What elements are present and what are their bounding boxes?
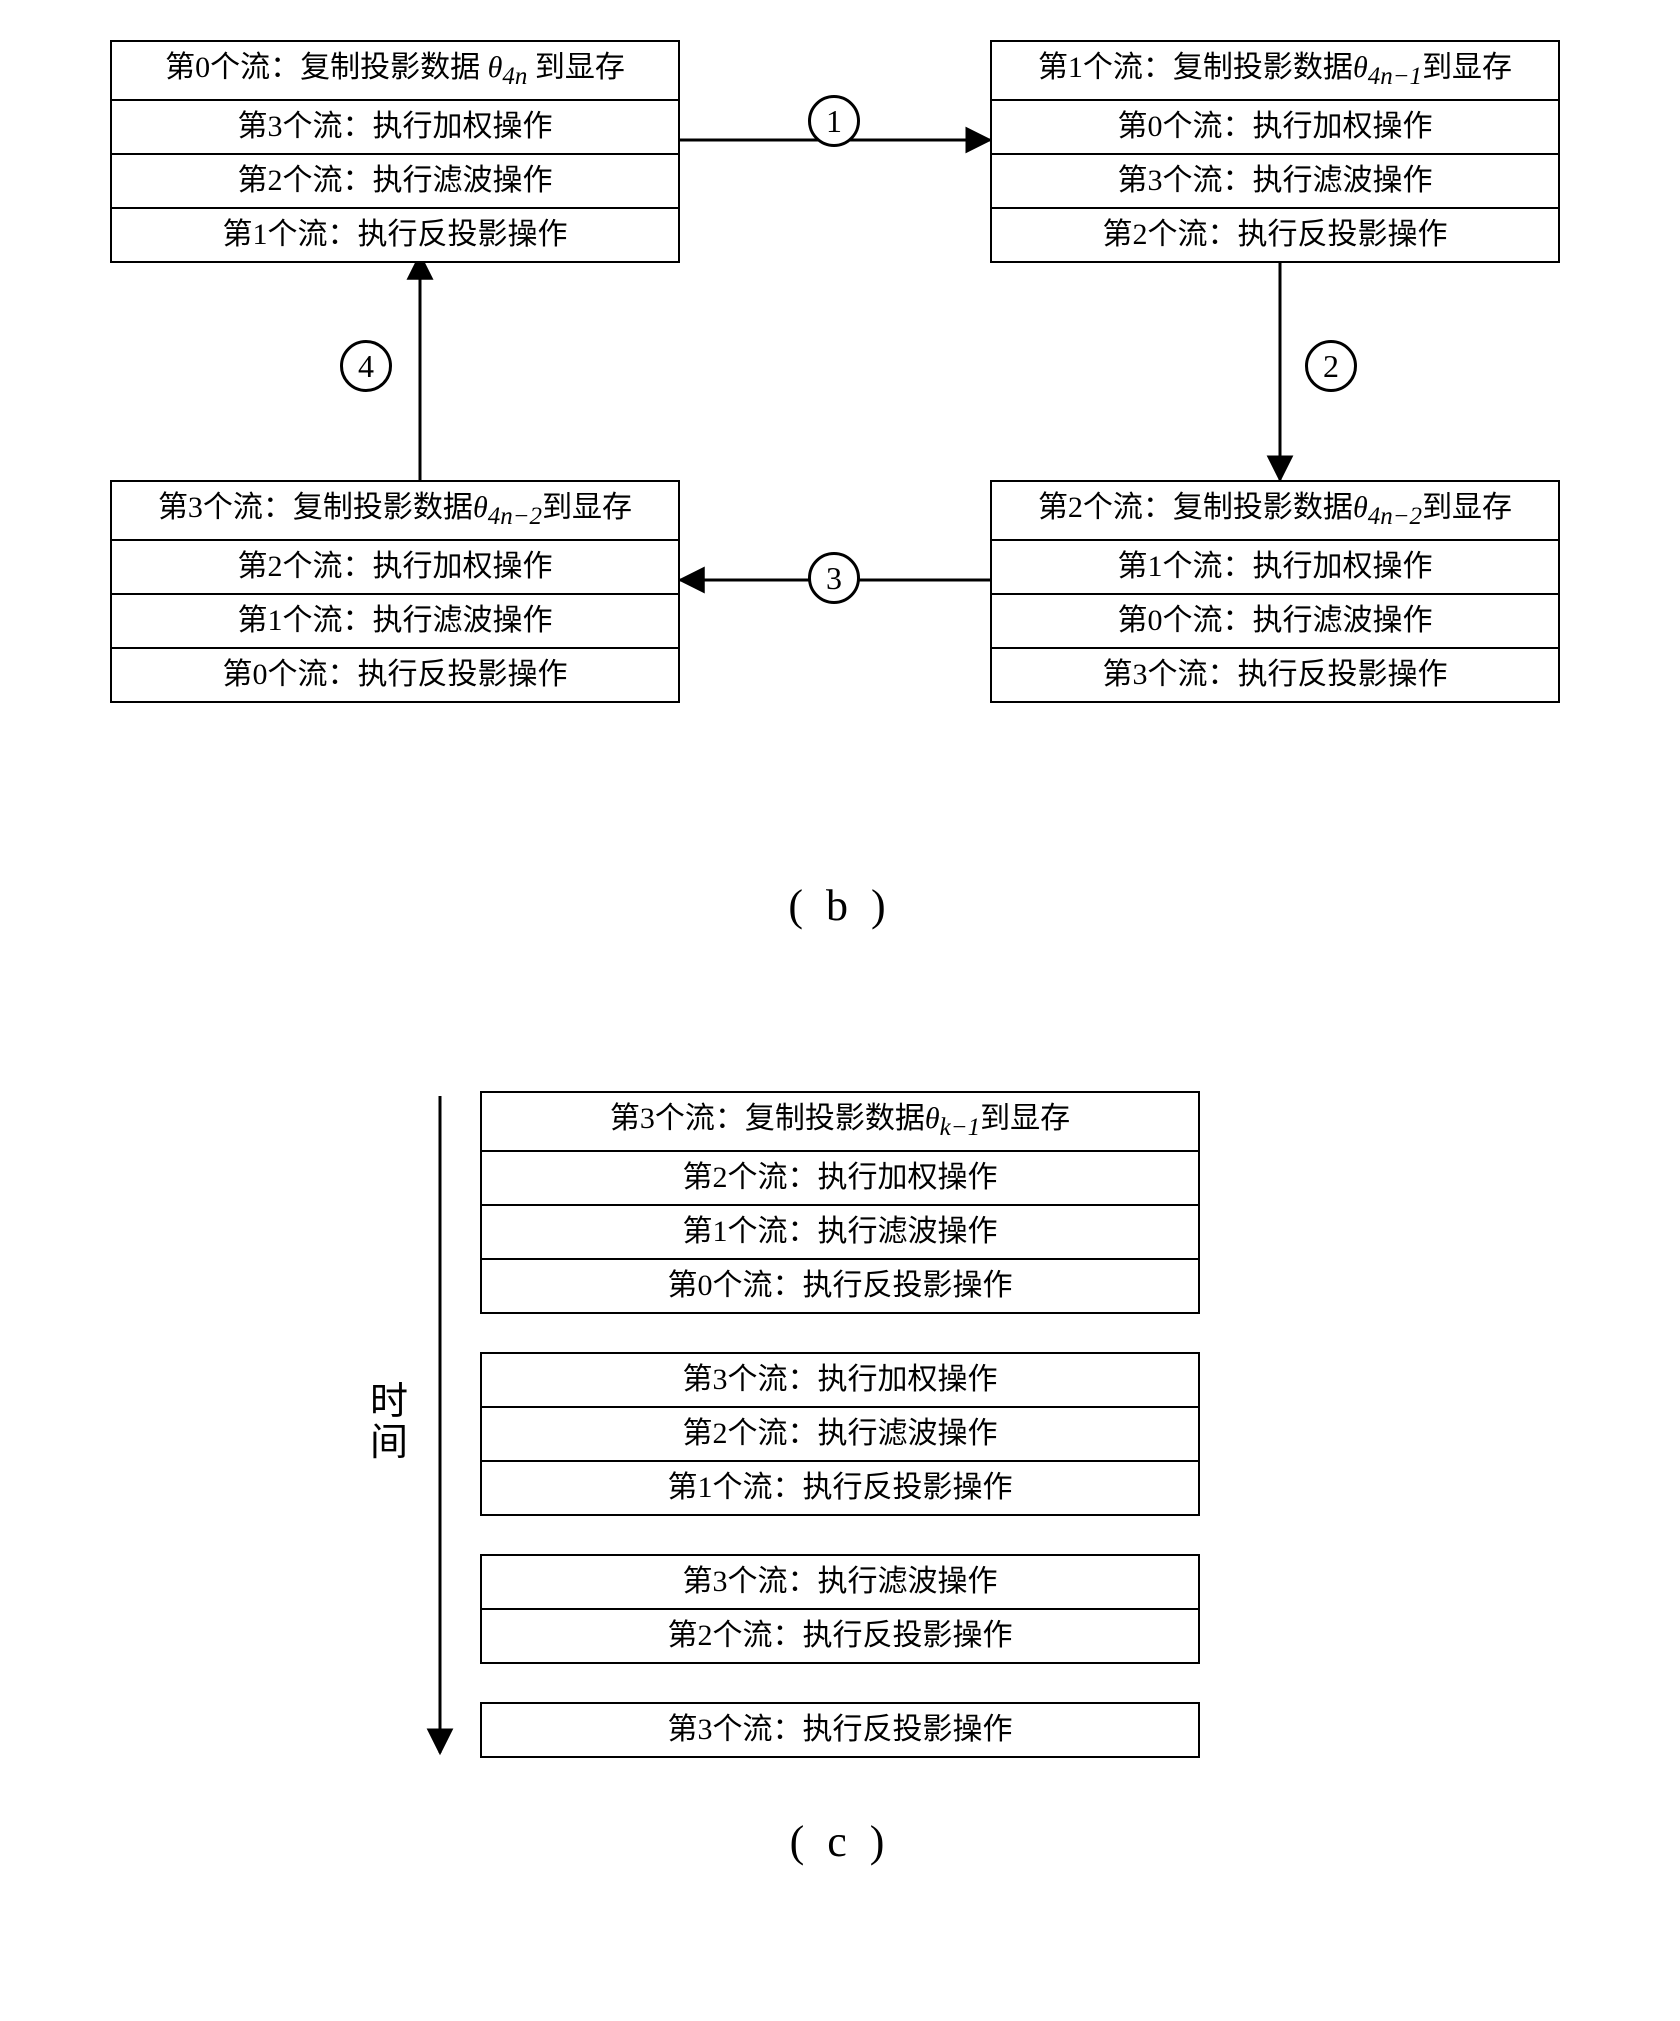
flow-row: 第3个流：执行滤波操作 [480, 1554, 1200, 1610]
flow-row: 第3个流：执行加权操作 [110, 99, 680, 155]
flow-row: 第1个流：复制投影数据θ4n−1到显存 [990, 40, 1560, 101]
caption-b: ( b ) [80, 880, 1600, 931]
flow-row: 第1个流：执行加权操作 [990, 539, 1560, 595]
flow-row: 第1个流：执行滤波操作 [480, 1204, 1200, 1260]
time-axis-label: 时 间 [370, 1382, 408, 1466]
flow-row: 第0个流：执行反投影操作 [480, 1258, 1200, 1314]
flow-row: 第2个流：执行反投影操作 [480, 1608, 1200, 1664]
flow-row: 第3个流：执行加权操作 [480, 1352, 1200, 1408]
flow-row: 第2个流：执行加权操作 [480, 1150, 1200, 1206]
step-label-3: 3 [808, 552, 860, 604]
flow-row: 第0个流：复制投影数据 θ4n 到显存 [110, 40, 680, 101]
block-top-right: 第1个流：复制投影数据θ4n−1到显存第0个流：执行加权操作第3个流：执行滤波操… [990, 40, 1560, 261]
time-arrow-svg [420, 1091, 480, 1756]
block-bottom-right: 第2个流：复制投影数据θ4n−2到显存第1个流：执行加权操作第0个流：执行滤波操… [990, 480, 1560, 701]
flow-row: 第2个流：执行滤波操作 [480, 1406, 1200, 1462]
flow-row: 第1个流：执行滤波操作 [110, 593, 680, 649]
flow-row: 第0个流：执行加权操作 [990, 99, 1560, 155]
block-top-left: 第0个流：复制投影数据 θ4n 到显存第3个流：执行加权操作第2个流：执行滤波操… [110, 40, 680, 261]
step-label-2: 2 [1305, 340, 1357, 392]
flow-row: 第2个流：执行反投影操作 [990, 207, 1560, 263]
part-c-column: 第3个流：复制投影数据θk−1到显存第2个流：执行加权操作第1个流：执行滤波操作… [480, 1091, 1200, 1758]
flow-row: 第3个流：复制投影数据θk−1到显存 [480, 1091, 1200, 1152]
flow-row: 第3个流：复制投影数据θ4n−2到显存 [110, 480, 680, 541]
flow-row: 第0个流：执行反投影操作 [110, 647, 680, 703]
flow-row: 第1个流：执行反投影操作 [110, 207, 680, 263]
flow-row: 第1个流：执行反投影操作 [480, 1460, 1200, 1516]
flow-row: 第3个流：执行反投影操作 [480, 1702, 1200, 1758]
part-c-section: 时 间 第3个流：复制投影数据θk−1到显存第2个流：执行加权操作第1个流：执行… [80, 1091, 1600, 1756]
caption-c: ( c ) [80, 1816, 1600, 1867]
step-label-4: 4 [340, 340, 392, 392]
part-b-stage: 第0个流：复制投影数据 θ4n 到显存第3个流：执行加权操作第2个流：执行滤波操… [80, 40, 1600, 820]
flow-row: 第2个流：复制投影数据θ4n−2到显存 [990, 480, 1560, 541]
flow-row: 第3个流：执行滤波操作 [990, 153, 1560, 209]
flow-row: 第0个流：执行滤波操作 [990, 593, 1560, 649]
flow-row: 第2个流：执行加权操作 [110, 539, 680, 595]
flow-row: 第2个流：执行滤波操作 [110, 153, 680, 209]
flow-row: 第3个流：执行反投影操作 [990, 647, 1560, 703]
block-bottom-left: 第3个流：复制投影数据θ4n−2到显存第2个流：执行加权操作第1个流：执行滤波操… [110, 480, 680, 701]
step-label-1: 1 [808, 95, 860, 147]
